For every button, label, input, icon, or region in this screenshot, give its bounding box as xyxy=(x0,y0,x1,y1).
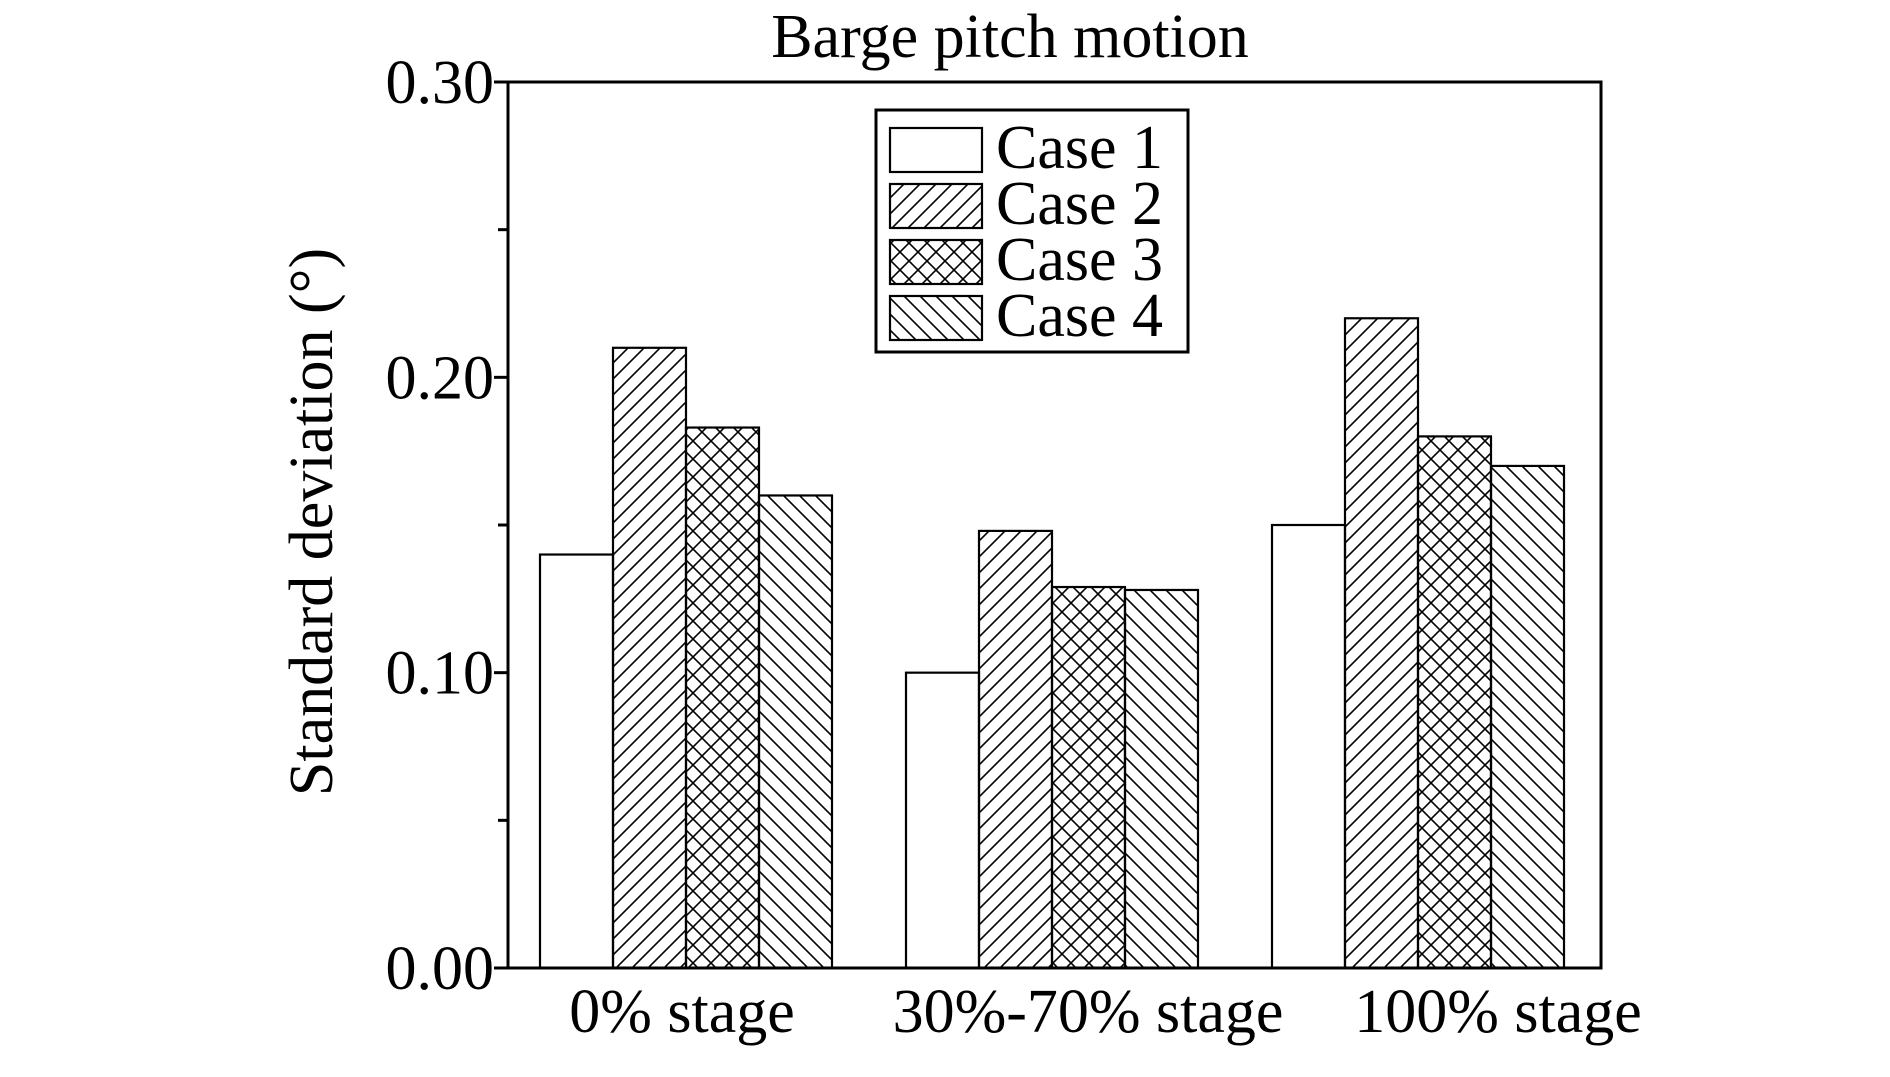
category-labels: 0% stage 30%-70% stage 100% stage xyxy=(569,978,1642,1046)
y-tick-label: 0.20 xyxy=(386,344,495,412)
bar-3-series-1 xyxy=(1270,523,1347,970)
y-tick-label: 0.10 xyxy=(386,640,495,708)
bar-2-series-2 xyxy=(977,529,1054,970)
y-axis-label: Standard deviation (°) xyxy=(278,248,346,796)
ticks-layer: 0.00 0.10 0.20 0.30 xyxy=(386,49,508,1003)
legend-label: Case 3 xyxy=(996,226,1163,294)
legend-swatch xyxy=(888,238,984,286)
bar-1-series-2 xyxy=(611,346,688,970)
bars-layer xyxy=(538,317,1566,970)
legend-label: Case 4 xyxy=(996,282,1163,350)
legend-swatch xyxy=(888,294,984,342)
bar-3-series-4 xyxy=(1489,464,1566,970)
bar-2-series-4 xyxy=(1123,588,1200,970)
bar-2-series-1 xyxy=(904,671,981,970)
legend-label: Case 1 xyxy=(996,114,1163,182)
bar-3-series-3 xyxy=(1416,435,1493,970)
legend-swatch xyxy=(888,182,984,230)
bar-2-series-3 xyxy=(1050,585,1127,970)
legend-label: Case 2 xyxy=(996,170,1163,238)
chart-title: Barge pitch motion xyxy=(771,3,1249,71)
bar-3-series-2 xyxy=(1343,317,1420,970)
bar-1-series-1 xyxy=(538,553,615,970)
y-tick-label: 0.30 xyxy=(386,49,495,117)
legend-swatch xyxy=(888,126,984,174)
x-category-label: 0% stage xyxy=(569,978,795,1046)
x-category-label: 30%-70% stage xyxy=(893,978,1284,1046)
x-category-label: 100% stage xyxy=(1354,978,1642,1046)
bar-1-series-3 xyxy=(684,426,761,970)
bar-1-series-4 xyxy=(757,494,834,970)
y-tick-label: 0.00 xyxy=(386,935,495,1003)
